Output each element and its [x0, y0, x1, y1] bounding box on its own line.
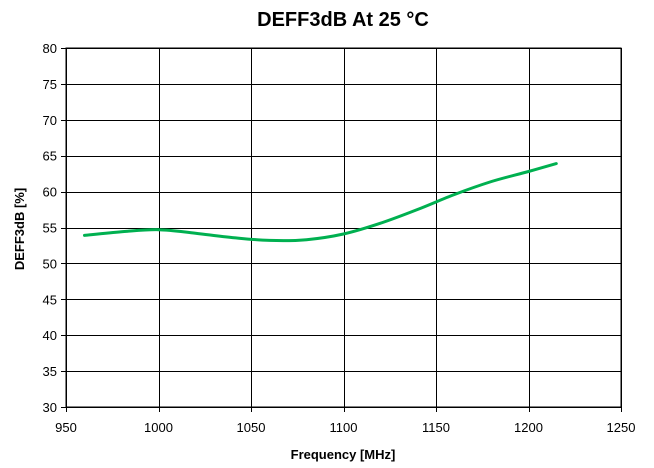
y-tick-label: 35	[43, 364, 57, 379]
y-tick-label: 30	[43, 400, 57, 415]
y-tick-label: 70	[43, 113, 57, 128]
x-tick-label: 1200	[514, 420, 543, 435]
chart-title: DEFF3dB At 25 °C	[257, 9, 429, 31]
x-tick-label: 1050	[237, 420, 266, 435]
y-tick-label: 50	[43, 256, 57, 271]
y-tick-label: 75	[43, 77, 57, 92]
tick-labels: 950 1000 1050 1100 1150 1200 1250 30 35 40 45 50 55 6…	[43, 41, 636, 435]
series-layer	[83, 162, 558, 243]
y-tick-label: 40	[43, 328, 57, 343]
y-tick-label: 80	[43, 41, 57, 56]
x-tick-label: 1100	[330, 420, 358, 435]
x-tick-label: 1250	[607, 420, 636, 435]
y-tick-label: 45	[43, 292, 57, 307]
series-line-0	[83, 162, 558, 243]
x-tick-label: 1150	[422, 420, 450, 435]
y-tick-label: 60	[43, 185, 57, 200]
x-axis-title: Frequency [MHz]	[291, 447, 396, 462]
x-tick-label: 1000	[144, 420, 173, 435]
y-tick-label: 55	[43, 221, 57, 236]
y-axis-title: DEFF3dB [%]	[12, 188, 27, 270]
y-tick-label: 65	[43, 149, 57, 164]
plot-area	[65, 47, 622, 408]
x-tick-label: 950	[55, 420, 77, 435]
